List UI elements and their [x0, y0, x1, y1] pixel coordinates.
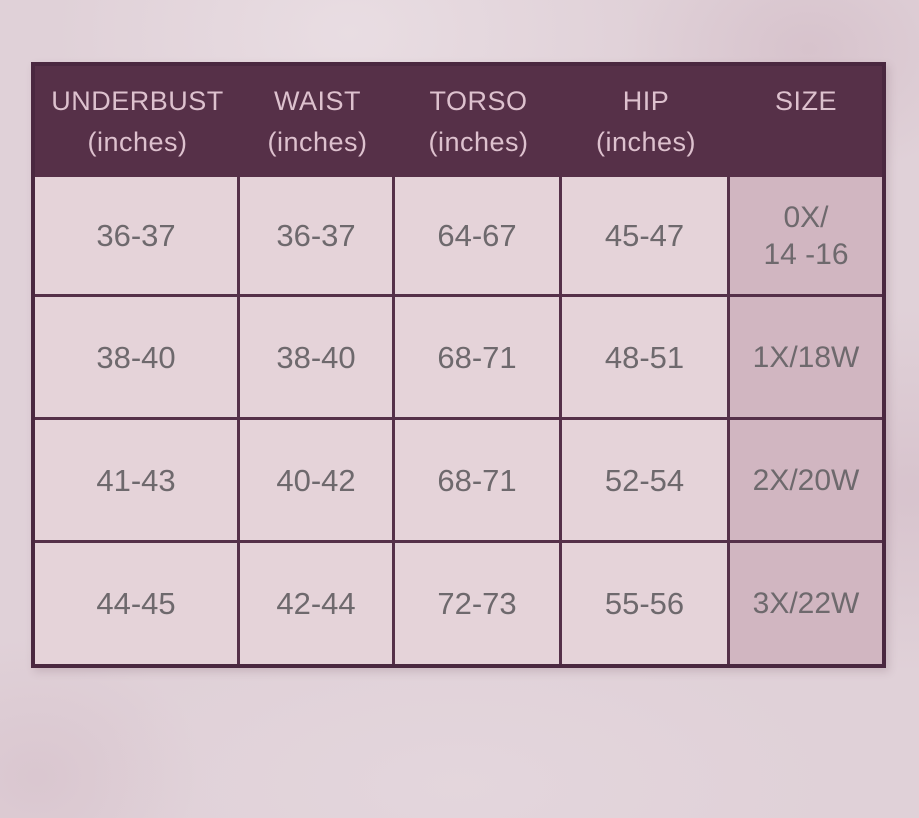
size-chart-table: UNDERBUST (inches) WAIST (inches) TORSO … [31, 62, 886, 668]
column-sublabel-hip: (inches) [595, 127, 697, 157]
cell-torso-row2: 68-71 [395, 297, 562, 420]
header-cell-size: SIZE [730, 66, 882, 177]
column-label-hip: HIP [622, 86, 670, 116]
header-cell-torso: TORSO (inches) [395, 66, 562, 177]
cell-hip-row4: 55-56 [562, 543, 730, 664]
header-cell-hip: HIP (inches) [562, 66, 730, 177]
column-label-waist: WAIST [274, 86, 361, 116]
column-label-torso: TORSO [429, 86, 528, 116]
column-sublabel-waist: (inches) [267, 127, 368, 157]
header-cell-waist: WAIST (inches) [240, 66, 395, 177]
cell-size-row4: 3X/22W [730, 543, 882, 664]
column-label-size: SIZE [774, 86, 837, 116]
header-cell-underbust: UNDERBUST (inches) [35, 66, 240, 177]
cell-underbust-row3: 41-43 [35, 420, 240, 543]
cell-waist-row3: 40-42 [240, 420, 395, 543]
cell-hip-row3: 52-54 [562, 420, 730, 543]
cell-waist-row2: 38-40 [240, 297, 395, 420]
cell-hip-row1: 45-47 [562, 177, 730, 297]
column-label-underbust: UNDERBUST [51, 86, 224, 116]
cell-underbust-row2: 38-40 [35, 297, 240, 420]
column-sublabel-torso: (inches) [428, 127, 529, 157]
cell-torso-row1: 64-67 [395, 177, 562, 297]
column-sublabel-underbust: (inches) [87, 127, 188, 157]
cell-size-row3: 2X/20W [730, 420, 882, 543]
cell-underbust-row1: 36-37 [35, 177, 240, 297]
cell-waist-row1: 36-37 [240, 177, 395, 297]
cell-hip-row2: 48-51 [562, 297, 730, 420]
cell-torso-row4: 72-73 [395, 543, 562, 664]
cell-waist-row4: 42-44 [240, 543, 395, 664]
cell-size-row2: 1X/18W [730, 297, 882, 420]
cell-torso-row3: 68-71 [395, 420, 562, 543]
cell-underbust-row4: 44-45 [35, 543, 240, 664]
cell-size-row1: 0X/ 14 -16 [730, 177, 882, 297]
